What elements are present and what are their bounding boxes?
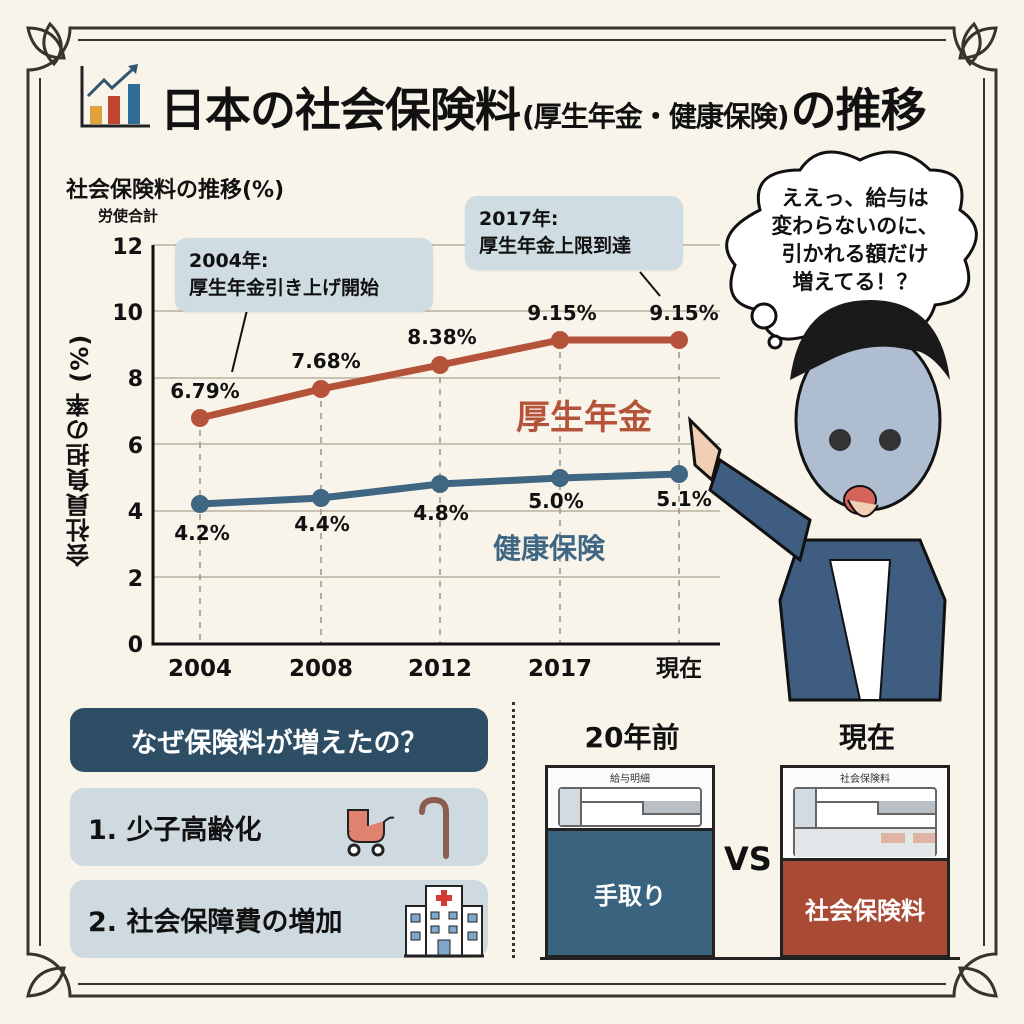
axes xyxy=(151,245,720,646)
health-value: 4.2% xyxy=(174,521,229,545)
payslip-past: 給与明細 手取り xyxy=(545,765,715,958)
callout-line: 2004年: xyxy=(189,250,269,272)
cane-icon xyxy=(419,796,449,859)
y-tick: 4 xyxy=(128,500,143,525)
reason-label: 2. 社会保障費の増加 xyxy=(88,906,343,938)
vs-label: VS xyxy=(724,840,772,878)
chart-title: 社会保険料の推移(%) xyxy=(66,178,285,203)
speech-line: 引かれる額だけ xyxy=(781,242,929,266)
reason-item-social-security: 2. 社会保障費の増加 xyxy=(70,880,488,958)
baby-stroller-icon xyxy=(347,809,395,857)
y-tick: 6 xyxy=(128,434,143,459)
speech-line: ええっ、給与は xyxy=(781,186,929,210)
callout-2004: 2004年: 厚生年金引き上げ開始 xyxy=(175,238,433,312)
callout-line: 厚生年金上限到達 xyxy=(479,235,632,257)
payslip-title: 給与明細 xyxy=(610,774,650,785)
y-tick: 8 xyxy=(128,367,143,392)
callout-line: 2017年: xyxy=(479,208,559,230)
takehome-block: 手取り xyxy=(545,828,715,958)
payslip-now: 社会保険料 社会保険料 xyxy=(780,765,950,958)
title-main: 日本の社会保険料 xyxy=(160,83,521,137)
health-points xyxy=(191,465,688,513)
health-value: 5.1% xyxy=(656,487,711,511)
speech-line: 増えてる！？ xyxy=(792,270,918,294)
callout-2017: 2017年: 厚生年金上限到達 xyxy=(465,196,683,270)
section-divider xyxy=(512,702,515,958)
pension-value: 7.68% xyxy=(291,349,360,373)
speech-line: 変わらないのに、 xyxy=(771,214,939,238)
insurance-label: 社会保険料 xyxy=(805,896,925,925)
chart-subtitle: 労使合計 xyxy=(98,207,159,225)
health-value: 4.8% xyxy=(413,501,468,525)
y-tick: 2 xyxy=(128,567,143,592)
pension-points xyxy=(191,331,688,427)
title-sub: (厚生年金・健康保険) xyxy=(522,100,790,133)
reasons-header: なぜ保険料が増えたの？ xyxy=(70,708,488,772)
y-tick: 0 xyxy=(128,633,143,658)
payslip-title: 社会保険料 xyxy=(840,774,890,785)
callout-line: 厚生年金引き上げ開始 xyxy=(189,277,380,299)
title-suffix: の推移 xyxy=(790,83,927,137)
y-tick: 12 xyxy=(112,235,143,260)
thought-bubble xyxy=(725,150,978,348)
insurance-block: 社会保険料 xyxy=(780,858,950,958)
pension-value: 8.38% xyxy=(407,325,476,349)
health-value: 4.4% xyxy=(294,512,349,536)
pension-value: 6.79% xyxy=(170,379,239,403)
x-tick: 2012 xyxy=(408,656,472,682)
bar-chart-trend-icon xyxy=(80,64,150,128)
speech-bubble-text: ええっ、給与は 変わらないのに、 引かれる額だけ 増えてる！？ xyxy=(760,184,950,296)
pension-series-label: 厚生年金 xyxy=(516,398,652,438)
comparison-baseline xyxy=(540,957,960,960)
x-tick: 2008 xyxy=(289,656,353,682)
x-tick: 現在 xyxy=(656,655,702,682)
hospital-icon xyxy=(404,885,484,958)
reason-label: 1. 少子高齢化 xyxy=(88,814,262,846)
health-series-label: 健康保険 xyxy=(493,532,606,565)
reason-item-aging: 1. 少子高齢化 xyxy=(70,788,488,866)
x-tick: 2017 xyxy=(528,656,592,682)
x-tick: 2004 xyxy=(168,656,232,682)
compare-title-past: 20年前 xyxy=(584,721,680,754)
compare-title-now: 現在 xyxy=(838,721,895,754)
page-title: 日本の社会保険料 (厚生年金・健康保険) の推移 xyxy=(160,74,927,137)
pension-value: 9.15% xyxy=(527,301,596,325)
y-tick: 10 xyxy=(112,301,143,326)
takehome-label: 手取り xyxy=(594,881,666,910)
health-value: 5.0% xyxy=(528,489,583,513)
pension-value: 9.15% xyxy=(649,301,718,325)
